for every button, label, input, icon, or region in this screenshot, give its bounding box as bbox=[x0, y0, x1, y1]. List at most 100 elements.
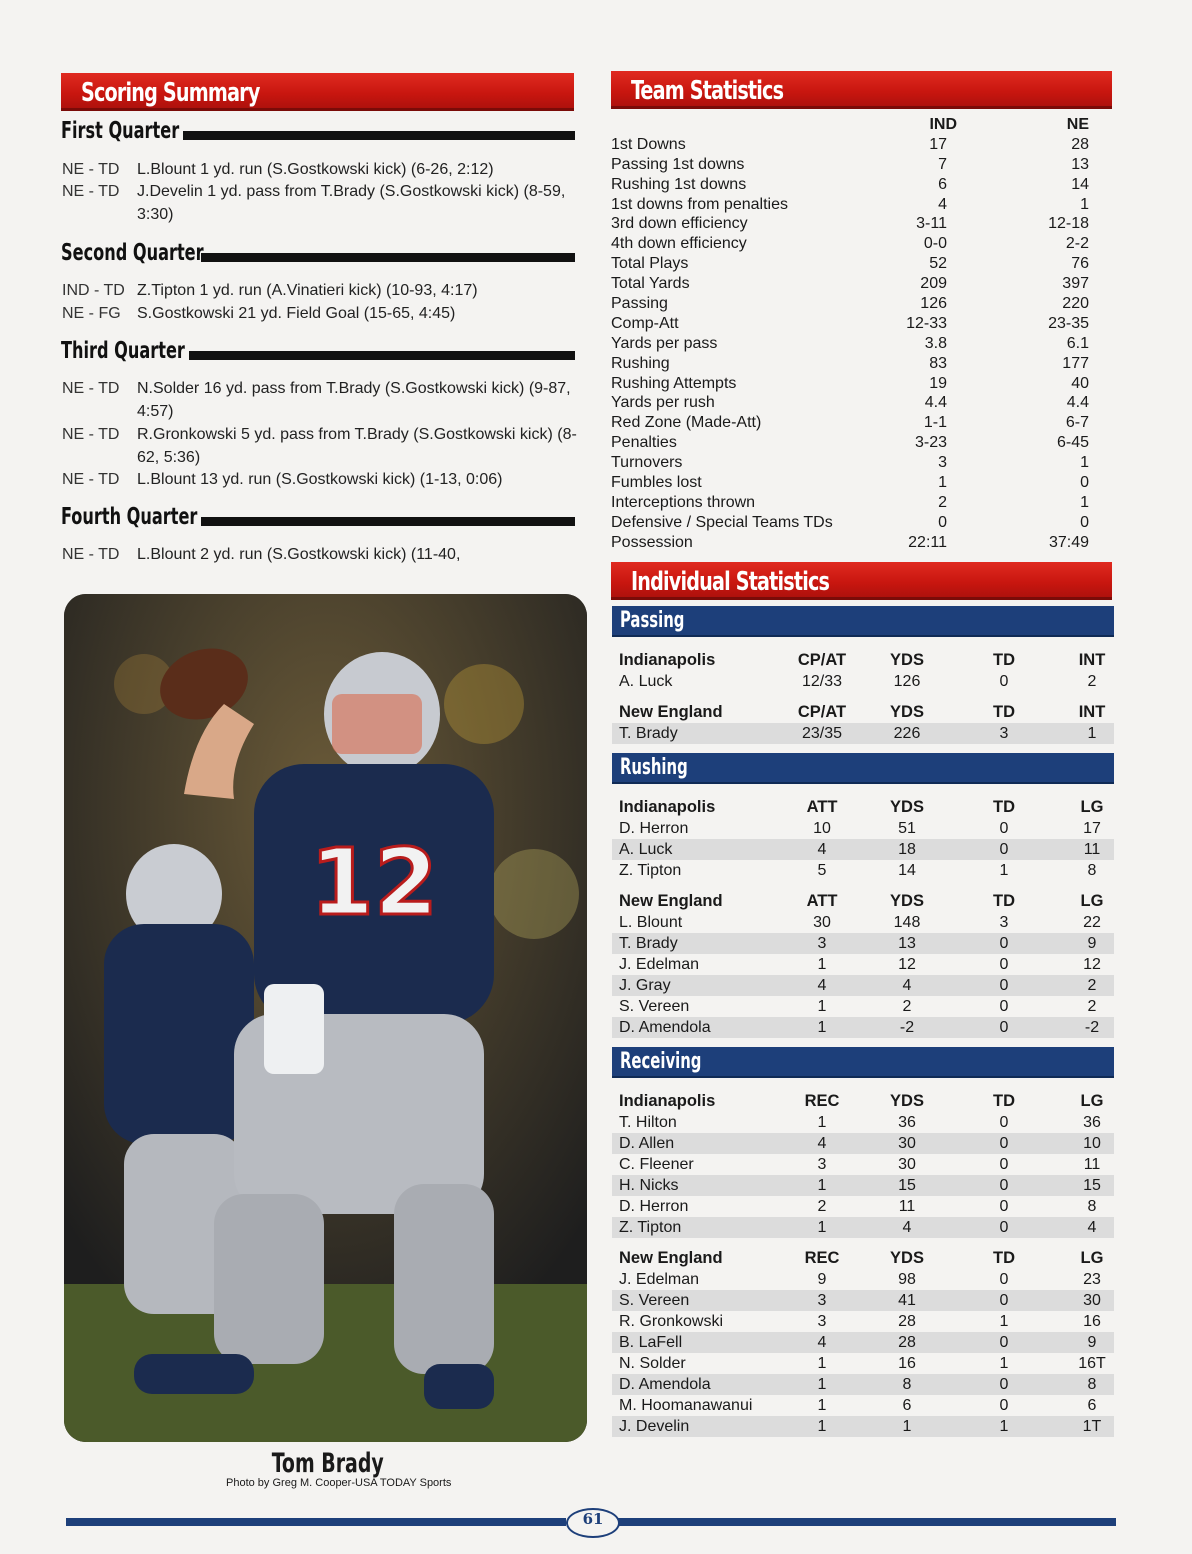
player-name: S. Vereen bbox=[619, 1292, 690, 1309]
player-name: D. Amendola bbox=[619, 1376, 711, 1393]
stat-label: Penalties bbox=[611, 434, 677, 452]
quarter-rule bbox=[201, 253, 575, 262]
section-title: Passing bbox=[620, 608, 685, 633]
player-name: S. Vereen bbox=[619, 998, 690, 1015]
stat-label: Yards per rush bbox=[611, 394, 715, 412]
quarter-title: Fourth Quarter bbox=[61, 504, 198, 530]
stat-value: 17 bbox=[1083, 820, 1101, 837]
stat-value: 0 bbox=[999, 1177, 1009, 1194]
stat-value: 6 bbox=[902, 1397, 912, 1414]
receiving-section-bar: Receiving bbox=[612, 1047, 1114, 1078]
stat-value: 4 bbox=[817, 1135, 827, 1152]
stat-value: 3 bbox=[817, 935, 827, 952]
stat-value: 0 bbox=[999, 998, 1009, 1015]
play-description: S.Gostkowski 21 yd. Field Goal (15-65, 4… bbox=[137, 305, 456, 322]
stat-label: Total Plays bbox=[611, 255, 689, 273]
stat-label: Rushing 1st downs bbox=[611, 175, 747, 193]
team-name: Indianapolis bbox=[619, 798, 716, 816]
stat-value: 1T bbox=[1082, 1418, 1102, 1435]
stat-value: 1 bbox=[817, 1114, 827, 1131]
stat-value: 11 bbox=[1083, 841, 1101, 858]
stat-value: 12/33 bbox=[801, 673, 843, 690]
player-name: J. Gray bbox=[619, 977, 671, 994]
stat-value: 0 bbox=[999, 935, 1009, 952]
stat-ind: 3 bbox=[938, 454, 947, 472]
play-description: N.Solder 16 yd. pass from T.Brady (S.Gos… bbox=[137, 380, 571, 420]
stat-value: 4 bbox=[817, 977, 827, 994]
stat-value: 0 bbox=[999, 1019, 1009, 1036]
group-spacer bbox=[612, 692, 1114, 702]
stat-value: 0 bbox=[999, 1219, 1009, 1236]
player-row: J. Edelman 1 12 0 12 bbox=[612, 954, 1114, 975]
player-row: M. Hoomanawanui 1 6 0 6 bbox=[612, 1395, 1114, 1416]
stat-ne: 0 bbox=[1080, 513, 1089, 531]
stat-value: 3 bbox=[817, 1313, 827, 1330]
stat-value: 226 bbox=[893, 725, 921, 742]
stat-ind: 4.4 bbox=[924, 394, 947, 412]
team-stat-row: 1st Downs 17 28 bbox=[611, 135, 1101, 155]
team-header-row: New England ATT YDS TD LG bbox=[612, 891, 1114, 912]
column-header: YDS bbox=[890, 798, 924, 816]
stat-ne: 0 bbox=[1080, 474, 1089, 492]
team-name: New England bbox=[619, 703, 723, 721]
team-stat-row: Possession 22:11 37:49 bbox=[611, 533, 1101, 553]
stat-ind: 52 bbox=[929, 255, 947, 273]
stat-value: 1 bbox=[817, 1397, 827, 1414]
player-name: Z. Tipton bbox=[619, 862, 682, 879]
stat-value: 0 bbox=[999, 977, 1009, 994]
stat-value: 8 bbox=[902, 1376, 912, 1393]
stat-value: 98 bbox=[898, 1271, 916, 1288]
stat-value: 6 bbox=[1087, 1397, 1097, 1414]
player-name: R. Gronkowski bbox=[619, 1313, 724, 1330]
stat-ind: 17 bbox=[929, 135, 947, 153]
column-header: TD bbox=[993, 1249, 1015, 1267]
column-header: YDS bbox=[890, 703, 924, 721]
stat-value: 2 bbox=[817, 1198, 827, 1215]
stat-value: 0 bbox=[999, 956, 1009, 973]
stat-label: Comp-Att bbox=[611, 314, 679, 332]
stat-label: Fumbles lost bbox=[611, 474, 702, 492]
stat-value: 30 bbox=[898, 1135, 916, 1152]
team-stat-row: Defensive / Special Teams TDs 0 0 bbox=[611, 513, 1101, 533]
team-stat-row: Passing 1st downs 7 13 bbox=[611, 155, 1101, 175]
stat-ne: 1 bbox=[1080, 493, 1089, 511]
stat-value: 1 bbox=[999, 1418, 1009, 1435]
team-stat-row: Yards per pass 3.8 6.1 bbox=[611, 334, 1101, 354]
stat-value: 9 bbox=[817, 1271, 827, 1288]
stat-ne: 4.4 bbox=[1066, 394, 1089, 412]
stat-value: 0 bbox=[999, 673, 1009, 690]
stat-value: 8 bbox=[1087, 862, 1097, 879]
play-description: L.Blount 1 yd. run (S.Gostkowski kick) (… bbox=[137, 161, 494, 178]
stat-ne: 6-45 bbox=[1056, 434, 1089, 452]
quarter-title: Second Quarter bbox=[61, 240, 204, 266]
stat-value: 126 bbox=[893, 673, 921, 690]
column-header: TD bbox=[993, 892, 1015, 910]
team-statistics-header: Team Statistics bbox=[611, 71, 1112, 109]
player-row: S. Vereen 1 2 0 2 bbox=[612, 996, 1114, 1017]
column-header: TD bbox=[993, 651, 1015, 669]
stat-label: 4th down efficiency bbox=[611, 235, 747, 253]
column-header: CP/AT bbox=[797, 703, 847, 721]
stat-ind: 2 bbox=[938, 493, 947, 511]
stat-value: 36 bbox=[1083, 1114, 1101, 1131]
player-row: A. Luck 12/33 126 0 2 bbox=[612, 671, 1114, 692]
stat-value: 12 bbox=[1083, 956, 1101, 973]
quarter-title: First Quarter bbox=[61, 118, 180, 144]
stat-value: 4 bbox=[1087, 1219, 1097, 1236]
stat-label: 1st downs from penalties bbox=[611, 195, 788, 213]
play-tag: NE - TD bbox=[62, 546, 120, 563]
team-stat-row: Red Zone (Made-Att) 1-1 6-7 bbox=[611, 413, 1101, 433]
section-title: Rushing bbox=[620, 755, 688, 780]
group-spacer bbox=[612, 881, 1114, 891]
play-description: J.Develin 1 yd. pass from T.Brady (S.Gos… bbox=[137, 183, 566, 223]
column-header: YDS bbox=[890, 651, 924, 669]
stat-value: 3 bbox=[999, 914, 1009, 931]
individual-statistics-header: Individual Statistics bbox=[611, 562, 1112, 600]
stat-ind: 19 bbox=[929, 374, 947, 392]
team-stats-rows: 1st Downs 17 28 Passing 1st downs 7 13 Rushing… bbox=[611, 135, 1101, 553]
team-stat-row: Total Yards 209 397 bbox=[611, 274, 1101, 294]
stat-value: 4 bbox=[817, 1334, 827, 1351]
stat-value: 12 bbox=[898, 956, 916, 973]
stat-value: 0 bbox=[999, 1292, 1009, 1309]
stat-ne: 76 bbox=[1071, 255, 1089, 273]
